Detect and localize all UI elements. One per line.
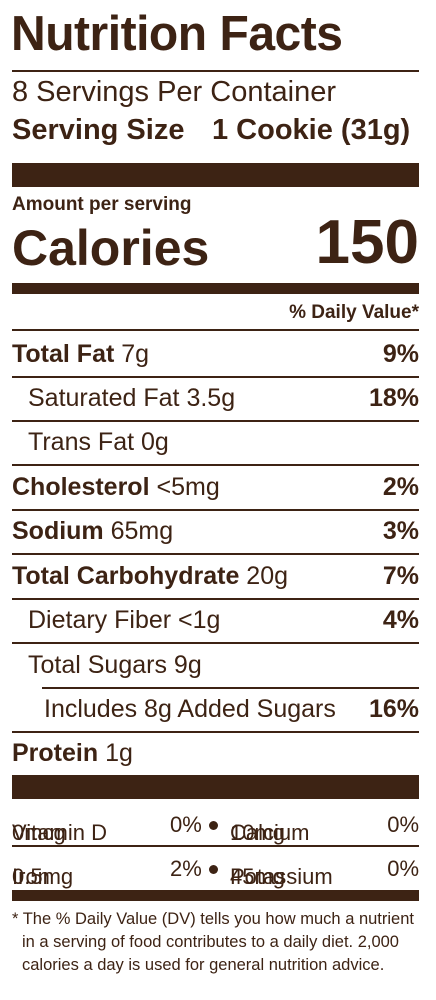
calories-label: Calories bbox=[12, 220, 210, 276]
nutrient-dv: 18% bbox=[368, 384, 419, 412]
nutrient-name: Sodium 65mg bbox=[12, 517, 174, 545]
divider bbox=[12, 329, 419, 331]
thick-bar-top bbox=[12, 163, 419, 187]
divider bbox=[12, 420, 419, 422]
nutrient-dv: 16% bbox=[368, 695, 419, 723]
divider bbox=[12, 376, 419, 378]
divider bbox=[12, 598, 419, 600]
divider bbox=[12, 464, 419, 466]
thick-bar-bottom bbox=[12, 775, 419, 799]
vitamin-row-1: Vitamin D 0mcg 0% Calcium 10mg 0% bbox=[12, 812, 419, 845]
nutrient-row-protein: Protein 1g bbox=[12, 733, 419, 773]
daily-value-header: % Daily Value* bbox=[289, 302, 419, 323]
serving-size-label: Serving Size bbox=[12, 114, 185, 146]
nutrient-name: Dietary Fiber <1g bbox=[28, 606, 221, 634]
calcium-dv: 0% bbox=[387, 812, 419, 837]
amount-per-serving: Amount per serving bbox=[12, 194, 192, 215]
nutrient-row-total-sugars: Total Sugars 9g bbox=[12, 645, 419, 685]
divider bbox=[12, 509, 419, 511]
serving-size-value: 1 Cookie (31g) bbox=[212, 114, 411, 146]
nutrient-row-sodium: Sodium 65mg 3% bbox=[12, 511, 419, 551]
nutrient-dv: 2% bbox=[382, 473, 419, 501]
nutrient-dv: 4% bbox=[382, 606, 419, 634]
medium-bar bbox=[12, 283, 419, 294]
nutrient-row-trans-fat: Trans Fat 0g bbox=[12, 422, 419, 462]
vitamin-row-2: Iron 0.5mg 2% Potassium 45mg 0% bbox=[12, 856, 419, 889]
nutrient-dv: 3% bbox=[382, 517, 419, 545]
nutrient-dv: 7% bbox=[382, 562, 419, 590]
divider bbox=[42, 687, 419, 689]
footnote-line: * The % Daily Value (DV) tells you how m… bbox=[12, 910, 414, 928]
nutrient-name: Includes 8g Added Sugars bbox=[44, 695, 336, 723]
calories-value: 150 bbox=[315, 208, 419, 277]
divider bbox=[12, 845, 419, 847]
nutrient-name: Saturated Fat 3.5g bbox=[28, 384, 236, 412]
servings-per-container: 8 Servings Per Container bbox=[12, 76, 336, 108]
footnote: * The % Daily Value (DV) tells you how m… bbox=[12, 908, 422, 977]
divider bbox=[12, 642, 419, 644]
nutrient-name: Cholesterol <5mg bbox=[12, 473, 220, 501]
footnote-bar bbox=[12, 890, 419, 901]
nutrient-row-total-carbohydrate: Total Carbohydrate 20g 7% bbox=[12, 556, 419, 596]
nutrient-row-total-fat: Total Fat 7g 9% bbox=[12, 334, 419, 374]
bullet-icon bbox=[209, 865, 218, 874]
divider bbox=[12, 553, 419, 555]
serving-size: Serving Size 1 Cookie (31g) bbox=[12, 114, 410, 147]
iron-dv: 2% bbox=[170, 856, 202, 881]
nutrient-name: Total Carbohydrate 20g bbox=[12, 562, 289, 590]
nutrient-name: Total Sugars 9g bbox=[28, 651, 202, 679]
nutrient-row-dietary-fiber: Dietary Fiber <1g 4% bbox=[12, 600, 419, 640]
nutrient-name: Total Fat 7g bbox=[12, 340, 150, 368]
nutrient-row-cholesterol: Cholesterol <5mg 2% bbox=[12, 467, 419, 507]
nutrient-name: Trans Fat 0g bbox=[28, 428, 169, 456]
footnote-line: calories a day is used for general nutri… bbox=[22, 956, 385, 974]
nutrient-row-saturated-fat: Saturated Fat 3.5g 18% bbox=[12, 378, 419, 418]
nutrient-row-added-sugars: Includes 8g Added Sugars 16% bbox=[12, 689, 419, 729]
divider bbox=[12, 731, 419, 733]
potassium-dv: 0% bbox=[387, 856, 419, 881]
vitamin-d-dv: 0% bbox=[170, 812, 202, 837]
label-title: Nutrition Facts bbox=[11, 7, 343, 61]
title-rule bbox=[12, 70, 419, 72]
footnote-line: in a serving of food contributes to a da… bbox=[22, 933, 399, 951]
nutrient-dv: 9% bbox=[382, 340, 419, 368]
bullet-icon bbox=[209, 821, 218, 830]
nutrient-name: Protein 1g bbox=[12, 739, 133, 767]
